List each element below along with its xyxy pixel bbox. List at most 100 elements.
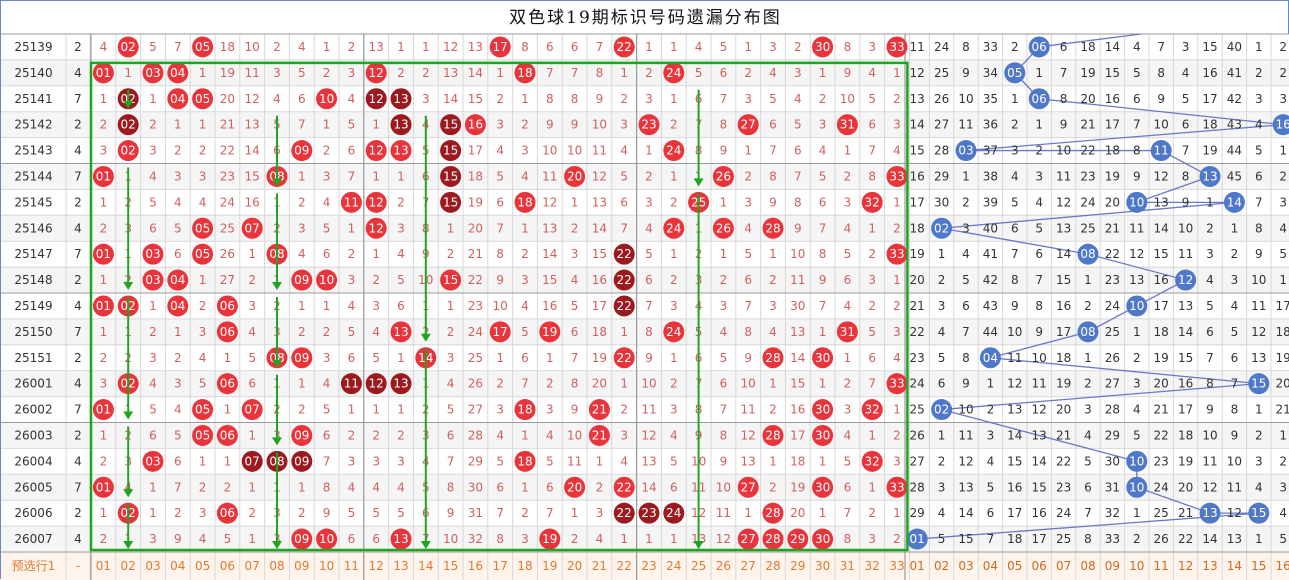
blue-omission-value: 27 [934,118,949,132]
arrow-down-icon [272,282,282,290]
row-background [1,85,1289,112]
arrow-down-icon [123,411,134,420]
blue-ball [1150,140,1172,162]
red-omission-value: 3 [620,428,628,442]
blue-omission-value: 6 [1182,118,1190,132]
blue-omission-value: 4 [1255,480,1263,494]
blue-omission-value: 16 [1007,480,1022,494]
blue-omission-value: 13 [1154,195,1169,209]
red-ball [762,528,784,550]
red-omission-value: 1 [620,532,628,546]
red-omission-value: 18 [468,169,483,183]
blue-omission-value: 7 [1084,506,1092,520]
red-omission-value: 5 [868,325,876,339]
blue-omission-value: 1 [938,247,946,261]
red-ball-number: 16 [468,118,483,132]
red-omission-value: 25 [468,351,483,365]
red-omission-value: 2 [447,325,455,339]
red-omission-value: 2 [893,299,901,313]
blue-trend-line [917,46,1284,540]
red-ball [192,88,214,110]
blue-omission-value: 2 [1084,377,1092,391]
blue-omission-value: 17 [1032,532,1047,546]
red-omission-value: 5 [372,351,380,365]
red-omission-value: 2 [893,92,901,106]
red-omission-value: 2 [868,506,876,520]
blue-omission-value: 14 [1007,428,1022,442]
red-omission-value: 13 [790,325,805,339]
red-omission-value: 4 [447,377,455,391]
red-omission-value: 1 [620,66,628,80]
blue-omission-value: 3 [1279,92,1287,106]
red-ball [340,373,362,395]
red-omission-value: 1 [149,480,157,494]
count-value: 7 [74,325,82,339]
blue-omission-value: 8 [962,40,970,54]
blue-omission-value: 17 [910,195,925,209]
red-omission-value: 2 [199,299,207,313]
red-omission-value: 6 [769,118,777,132]
blue-omission-value: 1 [1133,325,1141,339]
blue-omission-value: 25 [910,403,925,417]
red-ball-number: 15 [443,273,458,287]
blue-omission-value: 19 [1178,454,1193,468]
blue-omission-value: 19 [910,247,925,261]
count-value: 7 [74,480,82,494]
red-omission-value: 2 [670,118,678,132]
red-omission-value: 2 [199,480,207,494]
blue-omission-value: 17 [1154,299,1169,313]
blue-omission-value: 7 [962,325,970,339]
red-omission-value: 5 [298,66,306,80]
red-omission-value: 9 [844,66,852,80]
blue-omission-value: 5 [1255,144,1263,158]
red-ball-number: 33 [889,40,904,54]
blue-omission-value: 19 [1056,377,1071,391]
red-omission-value: 1 [372,247,380,261]
red-omission-value: 24 [220,195,235,209]
red-ball [365,62,387,84]
blue-omission-value: 5 [1133,428,1141,442]
blue-ball [1223,191,1245,213]
red-omission-value: 2 [844,169,852,183]
blue-omission-value: 1 [1279,144,1287,158]
blue-omission-value: 3 [1182,40,1190,54]
red-omission-value: 1 [248,247,256,261]
blue-ball [931,399,953,421]
red-omission-value: 5 [149,195,157,209]
blue-omission-value: 2 [938,454,946,468]
red-omission-value: 5 [720,351,728,365]
blue-omission-value: 18 [1202,118,1217,132]
blue-omission-value: 7 [1157,40,1165,54]
red-ball-number: 07 [245,454,260,468]
red-omission-value: 23 [220,169,235,183]
footer-red-number: 30 [815,559,830,573]
footer-blue-number: 12 [1178,559,1193,573]
red-ball-number: 31 [840,325,855,339]
red-ball-number: 06 [220,377,235,391]
red-omission-value: 7 [720,403,728,417]
red-omission-value: 3 [521,273,529,287]
footer-blue-number: 08 [1080,559,1095,573]
blue-omission-value: 41 [1227,66,1242,80]
blue-omission-value: 9 [1011,299,1019,313]
row-background [1,189,1289,216]
blue-omission-value: 19 [1105,169,1120,183]
footer-blue-number: 03 [958,559,973,573]
blue-omission-value: 30 [934,195,949,209]
red-ball-number: 15 [443,144,458,158]
footer-red-number: 06 [220,559,235,573]
red-omission-value: 2 [893,532,901,546]
red-omission-value: 1 [819,377,827,391]
red-omission-value: 4 [620,144,628,158]
red-omission-value: 29 [468,454,483,468]
red-ball-number: 32 [865,403,880,417]
blue-ball [1199,502,1221,524]
blue-omission-value: 20 [1080,92,1095,106]
red-ball-number: 15 [443,118,458,132]
red-omission-value: 4 [323,377,331,391]
red-omission-value: 7 [174,480,182,494]
red-ball [812,528,834,550]
red-ball-number: 01 [96,247,111,261]
red-ball [712,217,734,239]
